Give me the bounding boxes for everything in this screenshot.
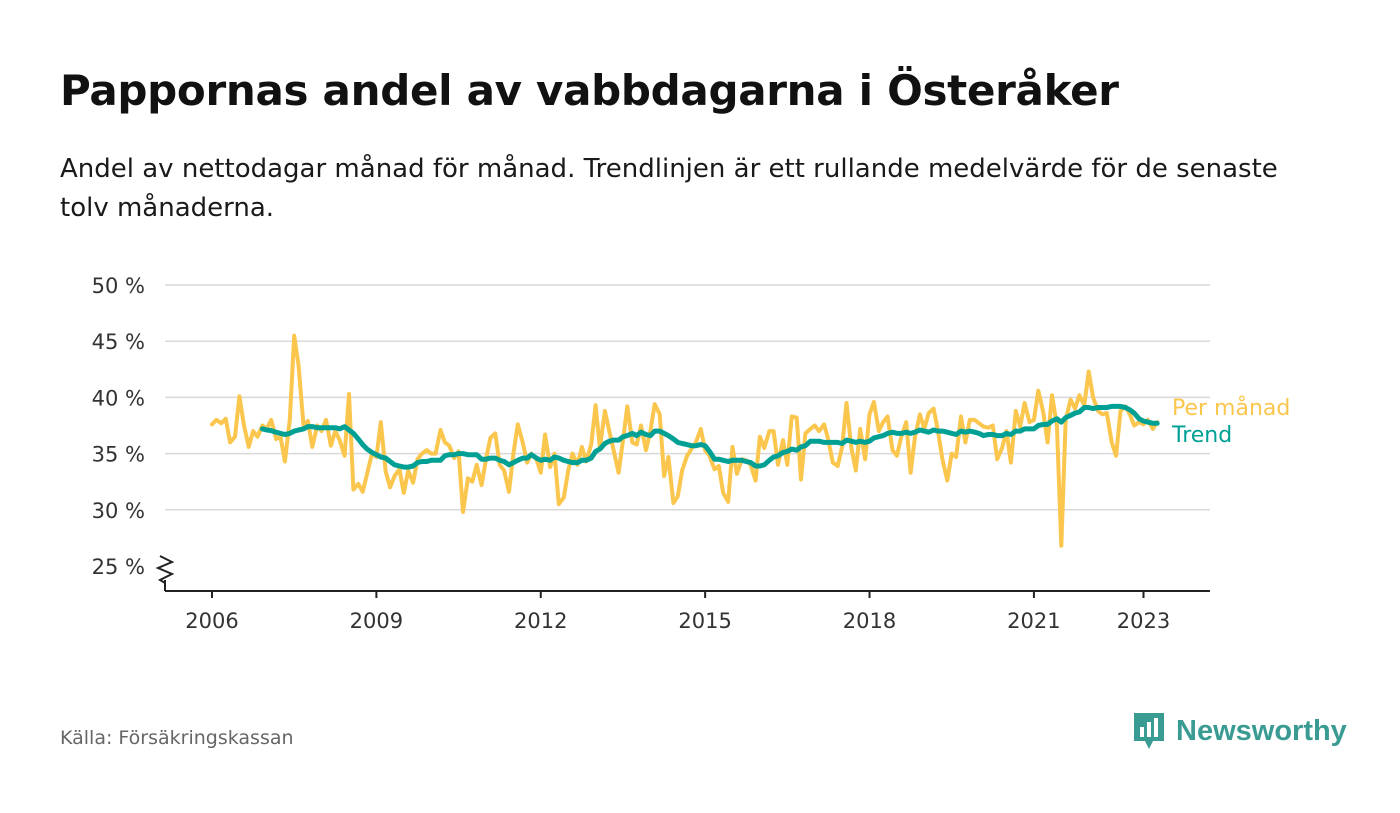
axes: 50 % 45 % 40 % 35 % 30 % 25 % 2006 2009 2012 2015… (92, 274, 1210, 633)
y-tick-label: 35 % (92, 443, 145, 467)
x-tick-label: 2021 (1007, 609, 1060, 633)
y-tick-label: 45 % (92, 330, 145, 354)
brand-logo: Newsworthy (1132, 711, 1347, 751)
series-label-monthly: Per månad (1172, 395, 1290, 421)
y-tick-label: 40 % (92, 386, 145, 410)
y-tick-label: 50 % (92, 274, 145, 298)
chart-subtitle: Andel av nettodagar månad för månad. Tre… (60, 154, 1278, 223)
x-tick-label: 2009 (350, 609, 403, 633)
x-tick-label: 2023 (1117, 609, 1170, 633)
y-tick-label: 25 % (92, 555, 145, 579)
series-label-trend: Trend (1171, 423, 1232, 448)
chart-title: Pappornas andel av vabbdagarna i Österåk… (60, 66, 1119, 115)
source-note: Källa: Försäkringskassan (60, 727, 294, 749)
newsworthy-logo-icon (1134, 713, 1164, 749)
x-tick-label: 2018 (843, 609, 896, 633)
series-lines (210, 333, 1160, 548)
x-tick-label: 2006 (185, 609, 238, 633)
y-tick-label: 30 % (92, 499, 145, 523)
series-line-trend (259, 403, 1160, 470)
series-line-monthly (210, 333, 1160, 548)
brand-name: Newsworthy (1176, 714, 1347, 747)
x-tick-label: 2012 (514, 609, 567, 633)
axis-break-icon (155, 555, 175, 584)
x-tick-label: 2015 (678, 609, 731, 633)
